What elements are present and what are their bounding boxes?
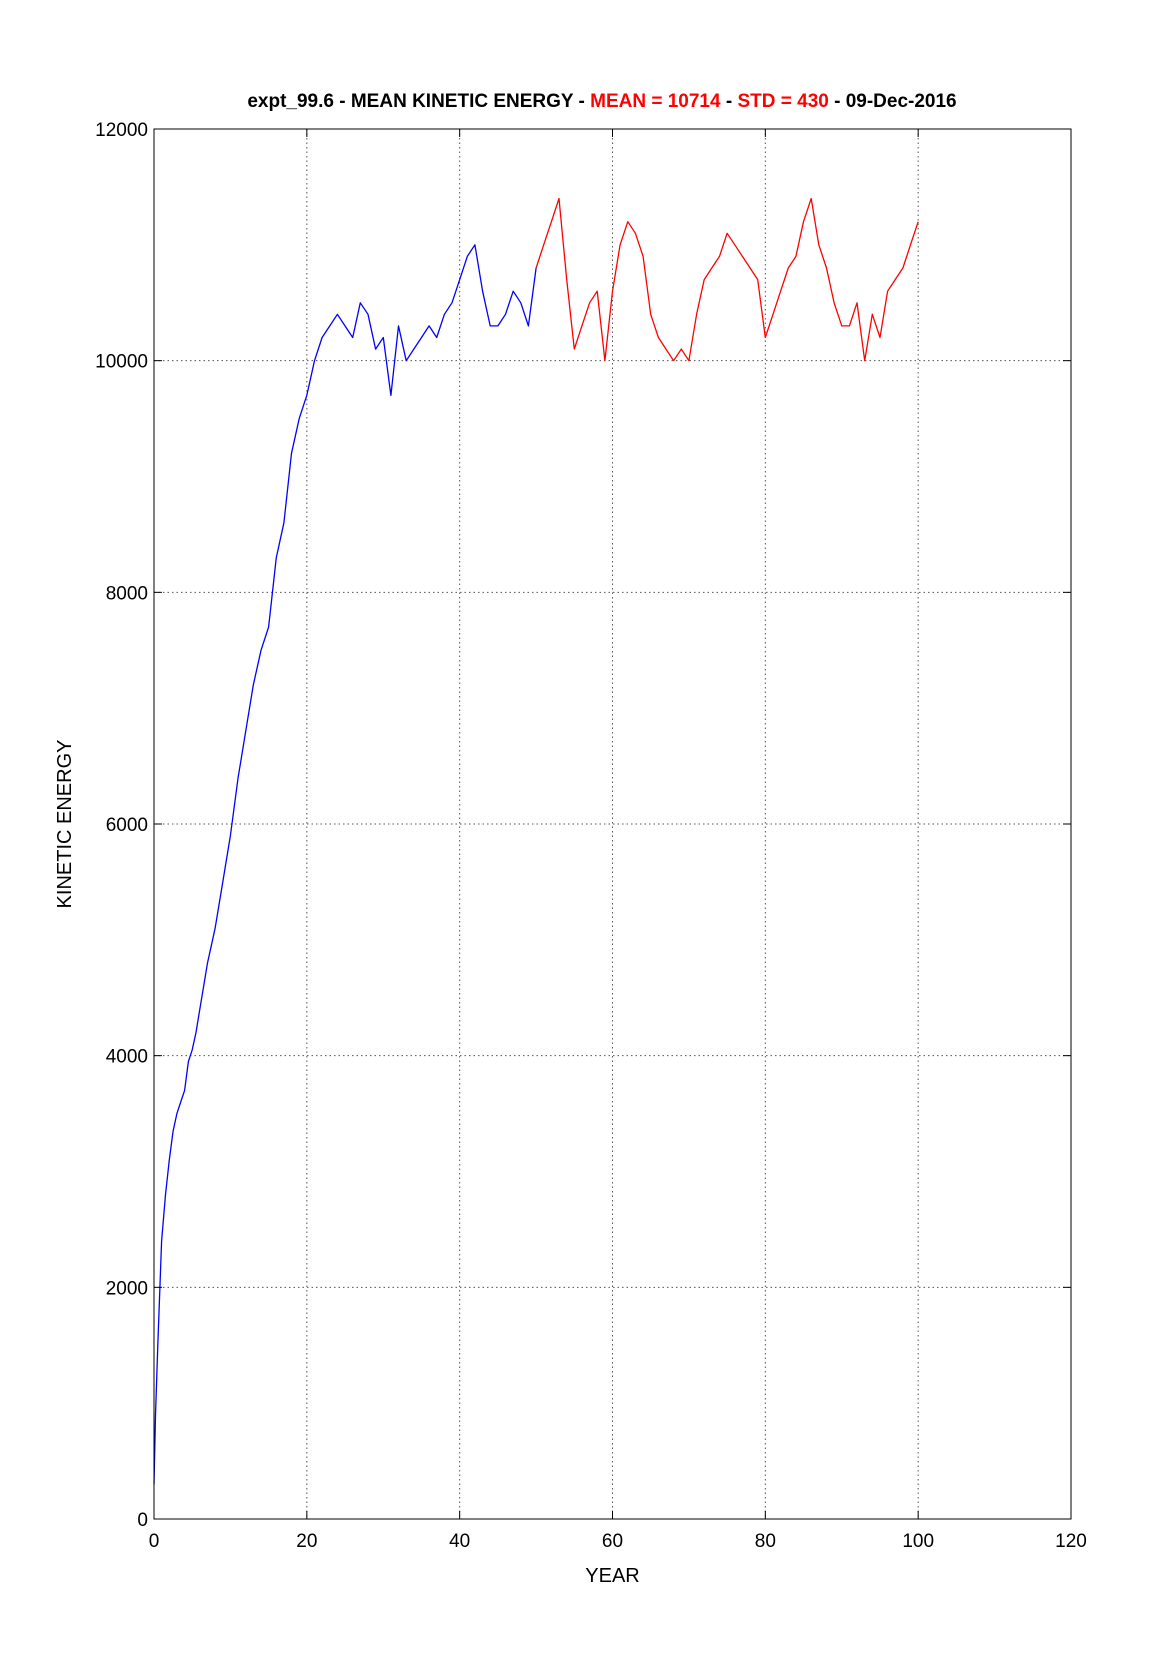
y-tick-label: 2000 [106,1278,148,1299]
x-axis-ticks: 0 20 40 60 80 100 120 [149,129,1087,1552]
y-tick-label: 0 [137,1510,148,1531]
title-date: - 09-Dec-2016 [829,91,957,112]
x-tick-label: 100 [902,1531,934,1552]
title-experiment: expt_99.6 - MEAN KINETIC ENERGY - [247,91,590,112]
data-series [153,197,919,1485]
title-separator: - [721,91,738,112]
x-tick-label: 0 [149,1531,160,1552]
series-line-2 [535,197,919,362]
y-tick-label: 4000 [106,1047,148,1068]
title-mean: MEAN = 10714 [590,91,721,112]
series-line-1 [153,244,537,1485]
x-axis-label: YEAR [585,1565,639,1587]
x-tick-label: 60 [602,1531,623,1552]
y-axis-ticks: 0 2000 4000 6000 8000 10000 12000 [95,120,1071,1531]
y-tick-label: 10000 [95,352,148,373]
title-std: STD = 430 [737,91,828,112]
y-tick-label: 6000 [106,815,148,836]
x-tick-label: 20 [296,1531,317,1552]
chart-title: expt_99.6 - MEAN KINETIC ENERGY - MEAN =… [247,91,956,112]
x-tick-label: 40 [449,1531,470,1552]
x-tick-label: 80 [755,1531,776,1552]
y-tick-label: 8000 [106,583,148,604]
x-tick-label: 120 [1055,1531,1087,1552]
y-axis-label: KINETIC ENERGY [54,740,76,909]
y-tick-label: 12000 [95,120,148,141]
